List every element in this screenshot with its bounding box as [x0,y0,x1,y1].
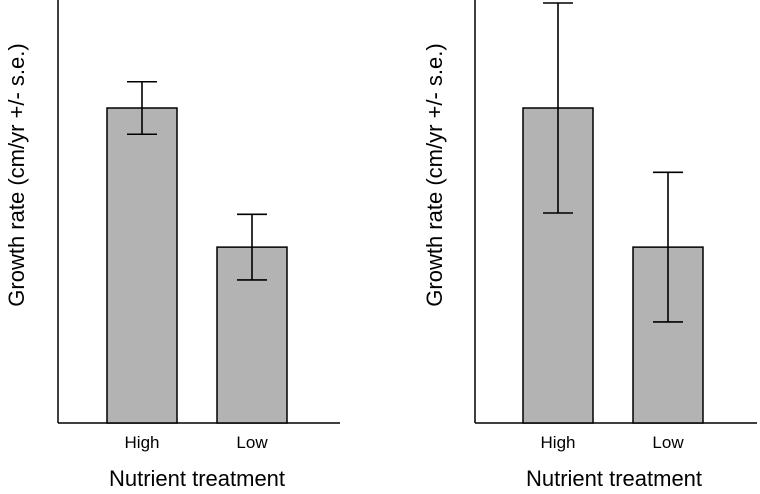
chart-panel-right: High Low Nutrient treatment Growth rate (… [422,0,757,491]
bar-high [106,107,178,424]
error-bar-high [543,2,573,214]
x-tick-label-low: Low [236,433,268,452]
x-tick-label-low: Low [652,433,684,452]
error-bar-low [237,213,267,281]
x-tick-group: High Low [125,433,269,452]
x-tick-label-high: High [125,433,160,452]
x-axis-label: Nutrient treatment [109,466,285,491]
y-axis-label: Growth rate (cm/yr +/- s.e.) [422,43,447,306]
error-bar-low [653,171,683,323]
x-tick-label-high: High [541,433,576,452]
chart-panel-left: High Low Nutrient treatment Growth rate (… [4,0,340,491]
bar-group [106,107,288,424]
y-axis-label: Growth rate (cm/yr +/- s.e.) [4,43,29,306]
bar-low [632,246,704,424]
error-bar-group [543,2,683,323]
error-bar-group [127,80,267,281]
error-bar-high [127,80,157,136]
x-axis-label: Nutrient treatment [526,466,702,491]
bar-group [522,107,704,424]
x-tick-group: High Low [541,433,685,452]
